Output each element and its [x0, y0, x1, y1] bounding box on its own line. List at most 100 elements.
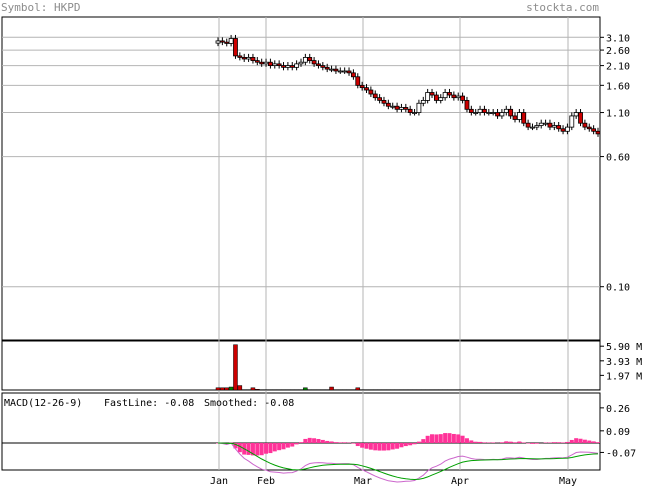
macd-tick-label: -0.07	[606, 448, 636, 459]
candle-body	[473, 112, 479, 114]
macd-histogram-bar	[342, 442, 347, 443]
candle-body	[298, 61, 304, 65]
macd-histogram-bar	[237, 442, 242, 453]
macd-panel	[2, 433, 600, 483]
macd-histogram-bar	[469, 440, 474, 443]
macd-histogram-bar	[574, 438, 579, 443]
candle-body	[534, 125, 540, 128]
macd-histogram-bar	[268, 442, 273, 454]
candle-body	[364, 87, 369, 91]
price-tick-label: 1.10	[606, 109, 630, 120]
macd-histogram-bar	[596, 442, 600, 443]
macd-histogram-bar	[416, 441, 421, 443]
candle-body	[281, 65, 286, 68]
macd-histogram-bar	[360, 442, 365, 448]
macd-legend-title: MACD(12-26-9)	[4, 398, 82, 409]
candle-body	[565, 126, 570, 132]
candle-body	[482, 108, 487, 113]
macd-histogram-bar	[233, 442, 238, 449]
candle-body	[329, 68, 334, 71]
volume-bar	[303, 387, 308, 391]
macd-histogram-bar	[460, 435, 465, 443]
candle-body	[316, 63, 321, 66]
macd-histogram-bar	[246, 442, 251, 455]
candle-body	[560, 128, 566, 132]
candle-body	[351, 72, 356, 78]
macd-histogram-bar	[386, 442, 391, 451]
candle-body	[582, 122, 588, 128]
candle-body	[228, 38, 234, 44]
candle-body	[508, 108, 514, 117]
gridlines	[2, 17, 604, 470]
macd-histogram-bar	[552, 442, 557, 443]
price-tick-label: 1.60	[606, 81, 630, 92]
candle-body	[447, 92, 452, 96]
candle-body	[337, 70, 343, 73]
macd-histogram-bar	[408, 442, 413, 446]
candle-body	[420, 100, 426, 104]
symbol-label: Symbol: HKPD	[1, 1, 81, 14]
price-tick-label: 2.10	[606, 62, 630, 73]
candle-body	[272, 63, 278, 66]
candle-body	[302, 57, 308, 63]
candle-body	[311, 60, 317, 65]
candle-body	[490, 112, 496, 114]
candle-body	[276, 63, 282, 66]
candle-body	[233, 38, 238, 57]
macd-histogram-bar	[272, 442, 277, 452]
brand-label[interactable]: stockta.com	[526, 1, 599, 14]
candle-body	[569, 115, 575, 128]
candle-body	[538, 122, 544, 126]
price-candles	[215, 34, 601, 137]
macd-legend-fast: FastLine: -0.08	[104, 398, 194, 409]
macd-histogram-bar	[582, 439, 587, 443]
candle-body	[224, 41, 230, 44]
candle-body	[451, 94, 457, 99]
macd-histogram-bar	[508, 441, 513, 443]
macd-histogram-bar	[491, 442, 496, 443]
candle-body	[521, 112, 527, 124]
macd-histogram-bar	[364, 442, 369, 449]
candle-body	[595, 130, 601, 135]
month-label: Apr	[451, 476, 469, 486]
macd-histogram-bar	[421, 439, 426, 443]
candle-body	[468, 108, 474, 113]
price-tick-label: 0.60	[606, 153, 630, 164]
candle-body	[368, 89, 374, 95]
macd-histogram-bar	[399, 442, 404, 448]
candle-body	[246, 57, 251, 60]
macd-histogram-bar	[290, 442, 295, 447]
macd-histogram-bar	[355, 442, 360, 447]
macd-fast-line	[217, 442, 599, 483]
candle-body	[429, 92, 435, 96]
candle-body	[359, 84, 365, 89]
macd-histogram-bar	[425, 435, 430, 443]
macd-histogram-bar	[578, 438, 583, 443]
volume-bar	[220, 387, 225, 391]
candle-body	[285, 65, 291, 68]
candle-body	[407, 108, 413, 113]
candle-body	[586, 126, 592, 130]
price-tick-label: 3.10	[606, 33, 630, 44]
candle-body	[578, 112, 583, 124]
volume-bar	[224, 387, 229, 391]
macd-histogram-bar	[569, 439, 574, 443]
macd-histogram-bar	[517, 441, 522, 443]
candle-body	[442, 92, 448, 99]
macd-histogram-bar	[259, 442, 264, 456]
volume-bar	[255, 389, 260, 391]
macd-histogram-bar	[368, 442, 373, 450]
volume-panel-frame	[1, 340, 601, 391]
macd-histogram-bar	[504, 441, 509, 443]
macd-histogram-bar	[381, 442, 386, 451]
volume-bar	[355, 387, 361, 391]
candle-body	[254, 60, 260, 63]
macd-histogram-bar	[403, 442, 408, 447]
candle-body	[499, 112, 505, 117]
candle-body	[486, 112, 492, 114]
macd-histogram-bar	[281, 442, 286, 450]
macd-histogram-bar	[587, 440, 592, 443]
macd-histogram-bar	[338, 442, 343, 443]
candle-body	[455, 95, 461, 99]
